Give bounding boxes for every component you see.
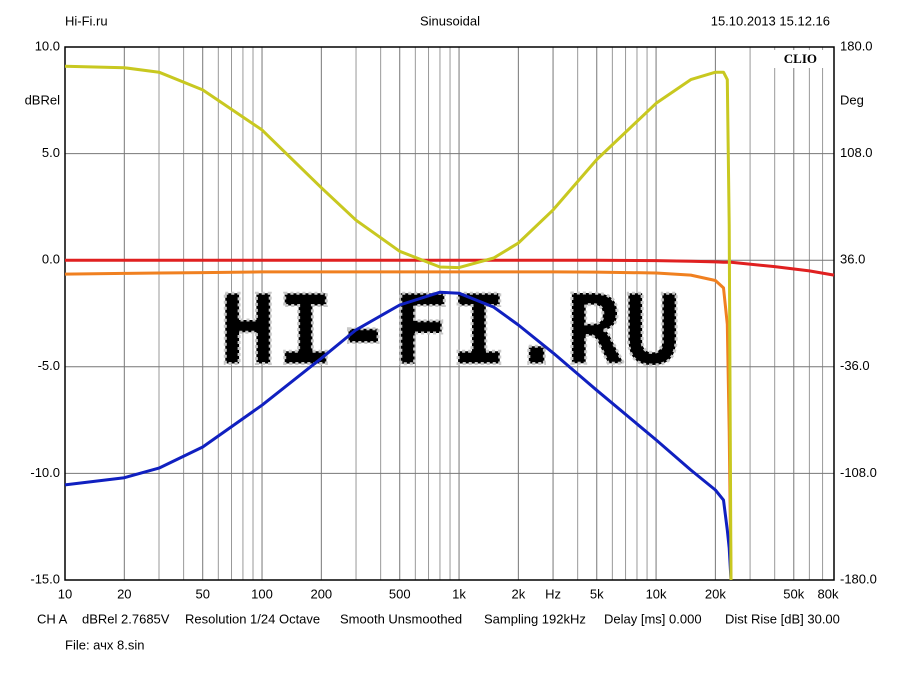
y2-tick-label: 180.0	[840, 38, 873, 53]
series-line	[64, 64, 733, 581]
x-tick-label: 5k	[590, 586, 604, 601]
y2-tick-label: -180.0	[840, 571, 877, 586]
x-tick-label: 50k	[783, 586, 804, 601]
x-tick-label: 50	[195, 586, 209, 601]
y2-tick-label: -36.0	[840, 358, 870, 373]
x-tick-label: 10	[58, 586, 72, 601]
footer-text: Sampling 192kHz	[484, 611, 586, 626]
y-tick-label: 5.0	[42, 145, 60, 160]
x-tick-label: 200	[310, 586, 332, 601]
y2-tick-label: 108.0	[840, 145, 873, 160]
x-tick-label: 100	[251, 586, 273, 601]
x-tick-label: 500	[389, 586, 411, 601]
footer-text: Resolution 1/24 Octave	[185, 611, 320, 626]
x-tick-label: Hz	[545, 586, 561, 601]
y-tick-label: 10.0	[35, 38, 60, 53]
y-axis-label: dBRel	[25, 92, 61, 107]
y-tick-label: -5.0	[38, 358, 60, 373]
x-tick-label: 20k	[705, 586, 726, 601]
header-text: 15.10.2013 15.12.16	[711, 13, 830, 28]
series-line	[64, 290, 733, 581]
y-tick-label: -10.0	[30, 465, 60, 480]
footer-text: dBRel 2.7685V	[82, 611, 170, 626]
y2-tick-label: 36.0	[840, 252, 865, 267]
plot-border	[64, 46, 835, 581]
x-tick-label: 80k	[818, 586, 839, 601]
y2-tick-label: -108.0	[840, 465, 877, 480]
watermark: HI-FI.RU	[219, 274, 681, 386]
y-tick-label: 0.0	[42, 252, 60, 267]
y-tick-label: -15.0	[30, 571, 60, 586]
badge: CLIO	[784, 51, 817, 66]
file-name: File: ачх 8.sin	[65, 637, 144, 652]
header-text: Sinusoidal	[420, 13, 480, 28]
y2-axis-label: Deg	[840, 92, 864, 107]
badge-box	[774, 50, 830, 68]
x-tick-label: 2k	[511, 586, 525, 601]
footer-text: Dist Rise [dB] 30.00	[725, 611, 840, 626]
header-text: Hi-Fi.ru	[65, 13, 108, 28]
x-tick-label: 10k	[646, 586, 667, 601]
x-tick-label: 20	[117, 586, 131, 601]
footer-text: Smooth Unsmoothed	[340, 611, 462, 626]
series-line	[64, 270, 733, 581]
footer-text: CH A	[37, 611, 68, 626]
footer-text: Delay [ms] 0.000	[604, 611, 702, 626]
x-tick-label: 1k	[452, 586, 466, 601]
